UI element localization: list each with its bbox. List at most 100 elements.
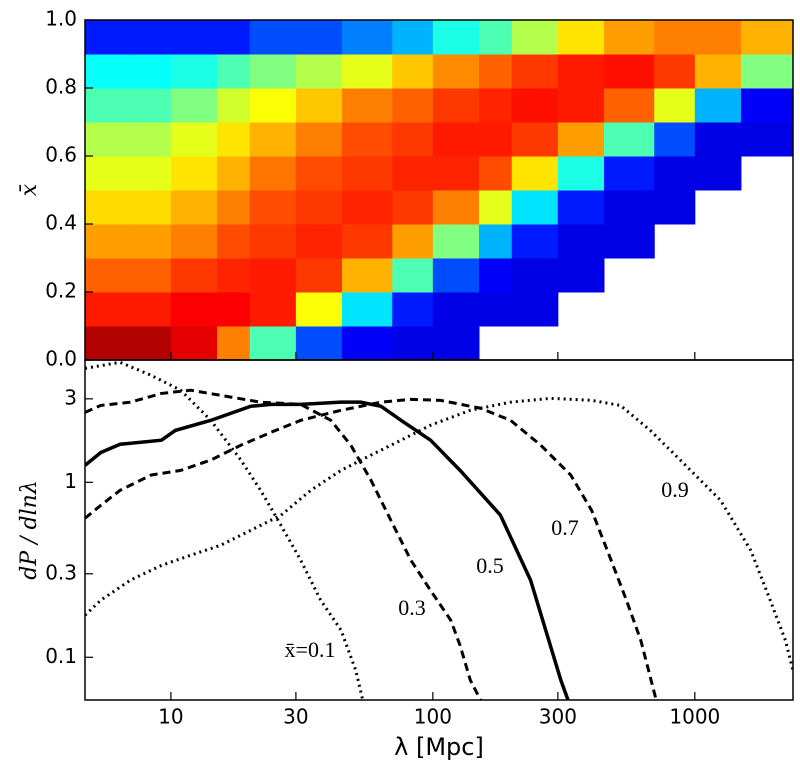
heatmap-cell bbox=[694, 20, 742, 55]
heatmap-cell bbox=[170, 258, 218, 293]
heatmap-cell bbox=[392, 20, 434, 55]
heatmap-cell bbox=[694, 54, 742, 89]
y-axis-label: dP / dlnλ bbox=[17, 480, 42, 580]
heatmap-cell bbox=[511, 190, 559, 225]
heatmap-cell bbox=[170, 292, 218, 327]
heatmap-cell bbox=[511, 292, 559, 327]
series-line bbox=[85, 396, 793, 671]
heatmap-cell bbox=[478, 20, 513, 55]
heatmap-cell bbox=[432, 190, 480, 225]
heatmap-cell bbox=[392, 88, 434, 123]
heatmap-cell bbox=[170, 190, 218, 225]
heatmap-cell bbox=[740, 122, 794, 157]
heatmap-cell bbox=[130, 88, 172, 123]
heatmap-cell bbox=[557, 122, 605, 157]
heatmap-cell bbox=[342, 122, 393, 157]
heatmap-cell bbox=[432, 326, 480, 361]
heatmap-cell bbox=[478, 54, 513, 89]
heatmap-cell bbox=[217, 326, 251, 361]
heatmap-cell bbox=[342, 88, 393, 123]
heatmap-cell bbox=[654, 54, 696, 89]
heatmap-cell bbox=[295, 258, 343, 293]
heatmap-cell bbox=[85, 156, 131, 191]
heatmap-cell bbox=[85, 20, 131, 55]
y-tick-label: 0.6 bbox=[45, 143, 77, 167]
series-label: x̄=0.1 bbox=[285, 637, 336, 662]
heatmap-cell bbox=[217, 190, 251, 225]
heatmap-cell bbox=[557, 20, 605, 55]
heatmap-cell bbox=[342, 54, 393, 89]
heatmap-cell bbox=[392, 224, 434, 259]
x-tick-label: 100 bbox=[414, 705, 452, 729]
heatmap-cell bbox=[432, 258, 480, 293]
heatmap-cell bbox=[478, 224, 513, 259]
heatmap-cell bbox=[603, 190, 655, 225]
heatmap-cell bbox=[557, 224, 605, 259]
heatmap-cell bbox=[392, 326, 434, 361]
heatmap-cell bbox=[740, 54, 794, 89]
heatmap-cell bbox=[478, 292, 513, 327]
heatmap-cell bbox=[170, 122, 218, 157]
heatmap-cell bbox=[511, 122, 559, 157]
heatmap-cell bbox=[603, 156, 655, 191]
heatmap-cell bbox=[694, 156, 742, 191]
heatmap-cell bbox=[249, 190, 297, 225]
heatmap-cell bbox=[249, 20, 297, 55]
heatmap-cell bbox=[342, 326, 393, 361]
heatmap-cell bbox=[295, 190, 343, 225]
heatmap-cell bbox=[130, 258, 172, 293]
y-axis-label: x̄ bbox=[17, 183, 42, 196]
heatmap-cell bbox=[603, 224, 655, 259]
y-tick-label: 1 bbox=[64, 469, 77, 493]
heatmap-cell bbox=[295, 54, 343, 89]
heatmap-cell bbox=[130, 224, 172, 259]
y-tick-label: 3 bbox=[64, 385, 77, 409]
heatmap-cell bbox=[603, 88, 655, 123]
heatmap-cell bbox=[392, 190, 434, 225]
heatmap-cell bbox=[217, 156, 251, 191]
heatmap-cell bbox=[295, 20, 343, 55]
heatmap-cell bbox=[654, 122, 696, 157]
heatmap-cell bbox=[740, 20, 794, 55]
heatmap-cell bbox=[85, 190, 131, 225]
heatmap-cell bbox=[694, 88, 742, 123]
heatmap-cell bbox=[654, 190, 696, 225]
heatmap-cell bbox=[130, 122, 172, 157]
heatmap-cell bbox=[478, 88, 513, 123]
heatmap-cell bbox=[654, 20, 696, 55]
series-label: 0.3 bbox=[398, 595, 426, 620]
heatmap-cell bbox=[85, 258, 131, 293]
heatmap-cell bbox=[478, 122, 513, 157]
y-tick-label: 0.2 bbox=[45, 279, 77, 303]
heatmap-cell bbox=[432, 224, 480, 259]
heatmap-cell bbox=[295, 292, 343, 327]
heatmap-cell bbox=[342, 292, 393, 327]
heatmap-cell bbox=[654, 156, 696, 191]
heatmap-cell bbox=[603, 54, 655, 89]
heatmap-cell bbox=[249, 156, 297, 191]
heatmap-cell bbox=[130, 292, 172, 327]
heatmap-cell bbox=[342, 156, 393, 191]
heatmap-cell bbox=[654, 88, 696, 123]
y-tick-label: 0.0 bbox=[45, 347, 77, 371]
heatmap-cell bbox=[392, 292, 434, 327]
series-label: 0.9 bbox=[661, 477, 689, 502]
heatmap-cell bbox=[130, 326, 172, 361]
heatmap-cell bbox=[249, 326, 297, 361]
heatmap-cell bbox=[249, 292, 297, 327]
heatmap-cell bbox=[478, 258, 513, 293]
heatmap-cell bbox=[432, 292, 480, 327]
heatmap-cell bbox=[170, 54, 218, 89]
heatmap-cell bbox=[130, 54, 172, 89]
heatmap-cell bbox=[511, 54, 559, 89]
y-tick-label: 0.3 bbox=[45, 560, 77, 584]
series-label: 0.5 bbox=[476, 553, 504, 578]
heatmap-cell bbox=[217, 88, 251, 123]
heatmap-cell bbox=[557, 54, 605, 89]
series-line bbox=[85, 388, 482, 700]
heatmap-cell bbox=[217, 54, 251, 89]
x-tick-label: 30 bbox=[283, 705, 308, 729]
y-tick-label: 0.1 bbox=[45, 644, 77, 668]
heatmap-cell bbox=[511, 20, 559, 55]
heatmap-cell bbox=[342, 224, 393, 259]
